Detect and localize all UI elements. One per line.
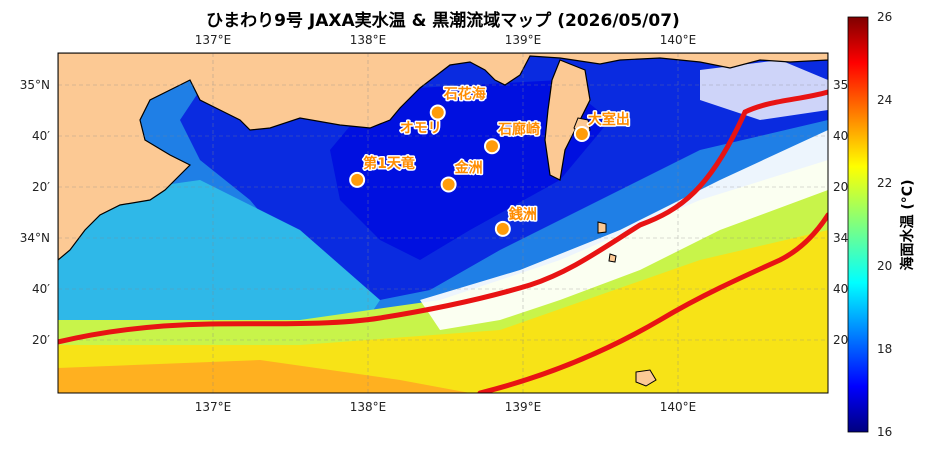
warmest-water-region (58, 360, 470, 393)
cold-core-region (330, 80, 610, 260)
lon-ticks-bottom: 137°E 138°E 139°E 140°E (195, 400, 697, 414)
spot-marker (440, 176, 457, 193)
kuroshio-axis-south (477, 212, 828, 393)
spot-label: 金洲 (454, 159, 483, 176)
land-izu-peninsula (544, 59, 591, 181)
map-plot-area (58, 53, 828, 393)
colorbar-tick: 20 (877, 259, 892, 273)
land-honshu (58, 53, 828, 261)
cyan-water-region (58, 180, 380, 330)
lon-tick-top: 139°E (505, 33, 542, 47)
spot-marker (349, 171, 366, 188)
lat-tick-right: 20′ (833, 333, 851, 347)
lon-ticks-top: 137°E 138°E 139°E 140°E (195, 33, 697, 47)
lat-tick-left: 34°N (20, 231, 50, 245)
lat-tick-right: 40′ (833, 129, 851, 143)
lat-ticks-left: 35°N 40′ 20′ 34°N 40′ 20′ (20, 78, 51, 347)
lon-tick-bottom: 139°E (505, 400, 542, 414)
colorbar (847, 16, 869, 433)
map-title: ひまわり9号 JAXA実水温 & 黒潮流域マップ (2026/05/07) (206, 11, 680, 31)
land-kozushima (608, 253, 617, 263)
lat-tick-left: 40′ (32, 282, 50, 296)
lat-tick-left: 40′ (32, 129, 50, 143)
spot-label: 石花海 (443, 86, 486, 103)
lon-tick-top: 138°E (350, 33, 387, 47)
lon-tick-bottom: 137°E (195, 400, 232, 414)
lat-tick-left: 20′ (32, 180, 50, 194)
lon-tick-top: 137°E (195, 33, 232, 47)
colorbar-tick: 16 (877, 425, 892, 439)
plot-frame (57, 52, 829, 394)
spot-marker (484, 138, 500, 155)
colorbar-tick: 18 (877, 342, 892, 356)
spot-label: 大室出 (588, 111, 630, 128)
warmer-water-region (58, 230, 828, 393)
spot-label: オモリ (400, 121, 442, 137)
lat-tick-right: 20′ (833, 180, 851, 194)
lon-tick-bottom: 138°E (350, 400, 387, 414)
colorbar-tick: 24 (877, 93, 892, 107)
colorbar-ticks: 16 18 20 22 24 26 (877, 10, 892, 439)
cloud-gap-east (700, 60, 828, 120)
lat-tick-left: 35°N (20, 78, 50, 92)
spot-marker (494, 220, 511, 237)
colorbar-tick: 22 (877, 176, 892, 190)
land-miyakejima (635, 369, 657, 387)
lon-tick-top: 140°E (660, 33, 697, 47)
spot-label: 銭洲 (508, 206, 537, 223)
spot-marker (429, 104, 446, 121)
lat-tick-left: 20′ (32, 333, 50, 347)
colorbar-tick: 26 (877, 10, 892, 24)
colorbar-label: 海面水温 (°C) (899, 180, 916, 271)
spot-marker (573, 125, 590, 142)
land-niijima (597, 221, 607, 234)
spot-label: 石廊崎 (497, 121, 540, 138)
lat-tick-right: 40′ (833, 282, 851, 296)
spot-label: 第1天竜 (363, 155, 415, 172)
lon-tick-bottom: 140°E (660, 400, 697, 414)
cloud-gap-band (420, 130, 828, 330)
kuroshio-axis-north (58, 89, 828, 345)
